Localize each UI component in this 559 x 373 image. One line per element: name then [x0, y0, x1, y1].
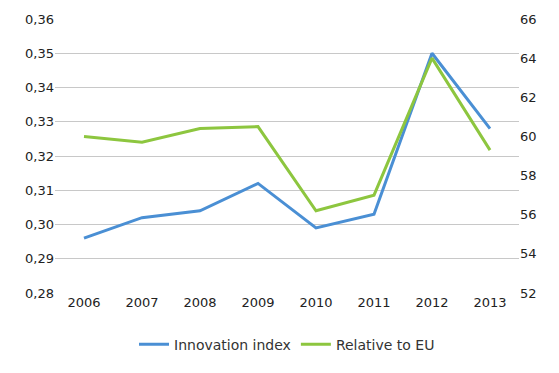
- svg-text:2006: 2006: [67, 295, 100, 310]
- svg-text:0,33: 0,33: [25, 114, 54, 129]
- svg-text:64: 64: [520, 51, 537, 66]
- svg-text:2010: 2010: [299, 295, 332, 310]
- svg-text:54: 54: [520, 246, 537, 261]
- svg-text:2011: 2011: [357, 295, 390, 310]
- svg-text:0,28: 0,28: [25, 286, 54, 301]
- svg-text:0,30: 0,30: [25, 217, 54, 232]
- svg-text:66: 66: [520, 12, 537, 27]
- svg-text:0,34: 0,34: [25, 80, 54, 95]
- svg-text:62: 62: [520, 90, 537, 105]
- svg-text:52: 52: [520, 286, 537, 301]
- svg-text:0,35: 0,35: [25, 46, 54, 61]
- svg-text:2009: 2009: [241, 295, 274, 310]
- svg-text:Relative to EU: Relative to EU: [336, 337, 435, 353]
- svg-text:2013: 2013: [473, 295, 506, 310]
- svg-text:56: 56: [520, 207, 537, 222]
- svg-text:2007: 2007: [125, 295, 158, 310]
- svg-text:2012: 2012: [415, 295, 448, 310]
- svg-text:60: 60: [520, 129, 537, 144]
- svg-text:0,36: 0,36: [25, 12, 54, 27]
- svg-text:2008: 2008: [183, 295, 216, 310]
- svg-text:58: 58: [520, 168, 537, 183]
- svg-text:0,29: 0,29: [25, 251, 54, 266]
- svg-text:0,31: 0,31: [25, 183, 54, 198]
- svg-text:0,32: 0,32: [25, 149, 54, 164]
- svg-text:Innovation index: Innovation index: [174, 337, 291, 353]
